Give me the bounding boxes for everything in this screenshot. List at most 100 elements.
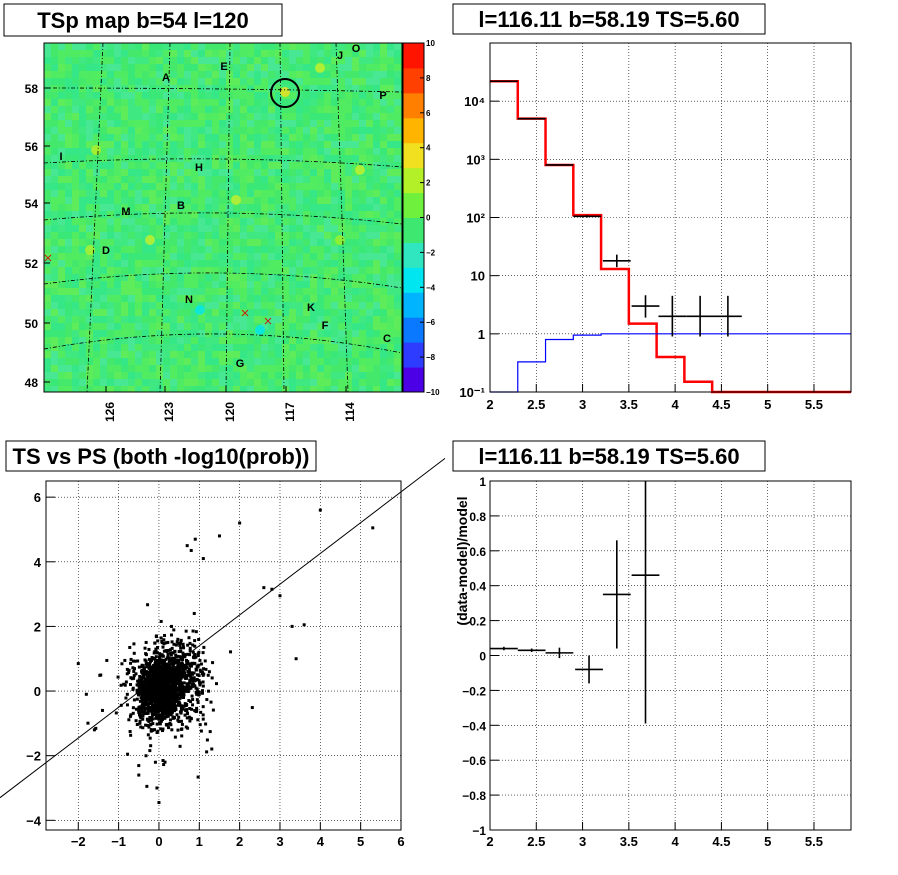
map-cell [86,225,93,232]
map-cell [359,239,366,246]
map-cell [394,148,401,155]
map-cell [373,134,380,141]
map-cell [128,134,135,141]
scatter-xtick-label-8: 6 [397,834,404,849]
map-cell [310,295,317,302]
map-cell [275,50,282,57]
map-cell [303,253,310,260]
map-cell [324,78,331,85]
map-cell [163,295,170,302]
map-cell [100,141,107,148]
map-cell [177,295,184,302]
map-cell [324,358,331,365]
scatter-point [136,659,140,663]
scatter-point [158,654,162,658]
map-cell [86,57,93,64]
scatter-point [195,673,199,677]
map-cell [247,85,254,92]
map-cell [177,309,184,316]
map-cell [282,281,289,288]
map-cell [366,127,373,134]
map-cell [310,92,317,99]
map-cell [324,330,331,337]
map-cell [156,267,163,274]
map-cell [310,113,317,120]
map-cell [65,302,72,309]
map-cell [359,211,366,218]
map-cell [93,134,100,141]
map-cell [331,106,338,113]
map-cell [191,99,198,106]
scatter-point [163,682,167,686]
map-cell [65,365,72,372]
map-cell [303,204,310,211]
map-cell [184,295,191,302]
map-cell [149,344,156,351]
map-cell [289,127,296,134]
map-cell [366,197,373,204]
map-cell [282,274,289,281]
map-cell [163,232,170,239]
map-cell [184,71,191,78]
map-cell [184,50,191,57]
map-cell [226,92,233,99]
map-cell [58,218,65,225]
map-cell [317,148,324,155]
map-cell [79,197,86,204]
map-cell [359,127,366,134]
scatter-point [167,726,171,730]
scatter-point [145,670,149,674]
map-cell [121,365,128,372]
map-cell [247,113,254,120]
scatter-point [124,680,128,684]
map-cell [233,57,240,64]
scatter-point [191,643,195,647]
map-cell [254,274,261,281]
map-cell [184,372,191,379]
scatter-point [144,682,148,686]
map-cell [324,274,331,281]
map-cell [310,316,317,323]
map-cell [58,323,65,330]
map-cell [163,267,170,274]
map-cell [107,141,114,148]
map-cell [366,386,373,392]
map-cell [240,190,247,197]
map-cell [331,386,338,392]
map-cell [184,127,191,134]
map-cell [261,155,268,162]
map-cell [72,92,79,99]
map-title-box [3,3,283,37]
map-cell [345,134,352,141]
scatter-point [127,670,131,674]
map-cell [331,316,338,323]
map-cell [261,211,268,218]
map-cell [135,71,142,78]
map-cell [338,57,345,64]
map-cell [352,330,359,337]
scatter-point [187,636,191,640]
colorbar-segment-5 [403,242,424,268]
scatter-point [163,678,167,682]
map-cell [156,358,163,365]
map-cell [338,253,345,260]
map-cell [51,295,58,302]
map-cell [58,134,65,141]
map-cell [366,57,373,64]
map-cell [366,330,373,337]
map-cell [352,162,359,169]
map-cell [100,148,107,155]
map-cell [352,197,359,204]
map-cell [142,106,149,113]
map-cell [226,190,233,197]
map-cell [149,295,156,302]
map-cell [100,232,107,239]
map-cell [296,225,303,232]
map-cell [128,127,135,134]
colorbar-segment-4 [403,267,424,293]
map-cell [65,106,72,113]
map-cell [247,330,254,337]
spectrum-point-0 [490,80,518,83]
map-cell [331,120,338,127]
scatter-point [142,667,146,671]
